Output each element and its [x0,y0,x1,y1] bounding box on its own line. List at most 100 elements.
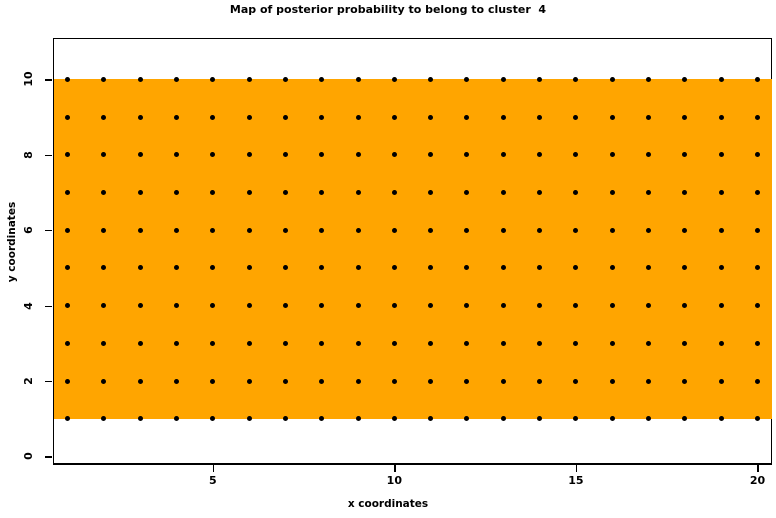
grid-point [246,303,252,309]
grid-point [573,190,579,196]
grid-point [173,190,179,196]
grid-point [754,303,760,309]
grid-point [500,378,506,384]
grid-point [646,378,652,384]
grid-point [464,378,470,384]
grid-point [246,378,252,384]
grid-point [500,227,506,233]
grid-point [682,340,688,346]
grid-point [428,303,434,309]
x-axis-tick-label: 10 [386,474,402,487]
grid-point [282,114,288,120]
grid-point [319,416,325,422]
grid-point [137,303,143,309]
grid-point [682,76,688,82]
grid-point [573,340,579,346]
grid-point [537,416,543,422]
grid-point [428,378,434,384]
cluster-region-fill [53,79,772,419]
grid-point [319,76,325,82]
y-axis-tick-label: 10 [22,71,35,88]
grid-point [101,378,107,384]
grid-point [391,227,397,233]
grid-point [137,190,143,196]
grid-point [754,114,760,120]
grid-point [319,114,325,120]
grid-point [210,76,216,82]
grid-point [137,416,143,422]
grid-point [754,340,760,346]
grid-point [718,265,724,271]
grid-point [173,303,179,309]
grid-point [500,416,506,422]
grid-point [246,416,252,422]
grid-point [537,76,543,82]
grid-point [246,76,252,82]
x-axis-line [53,464,772,466]
grid-point [210,114,216,120]
grid-point [246,190,252,196]
grid-point [391,114,397,120]
y-axis-tick-label: 8 [22,151,35,159]
grid-point [65,76,71,82]
x-axis-tick [394,465,396,472]
grid-point [573,303,579,309]
grid-point [101,265,107,271]
grid-point [718,303,724,309]
grid-point [173,378,179,384]
grid-point [609,416,615,422]
grid-point [355,265,361,271]
grid-point [428,114,434,120]
grid-point [173,152,179,158]
grid-point [609,340,615,346]
grid-point [609,227,615,233]
grid-point [754,265,760,271]
grid-point [500,340,506,346]
y-axis-tick [45,154,52,157]
grid-point [537,303,543,309]
grid-point [391,190,397,196]
grid-point [609,190,615,196]
grid-point [101,76,107,82]
grid-point [682,416,688,422]
grid-point [137,152,143,158]
grid-point [246,152,252,158]
grid-point [464,152,470,158]
grid-point [391,303,397,309]
grid-point [391,265,397,271]
x-axis-tick-label: 5 [208,474,217,487]
grid-point [101,416,107,422]
x-axis-tick [212,465,214,472]
grid-point [210,378,216,384]
grid-point [537,340,543,346]
y-axis-tick-label: 2 [22,377,35,385]
grid-point [754,227,760,233]
grid-point [500,190,506,196]
grid-point [65,190,71,196]
y-axis-tick [45,79,52,81]
grid-point [464,265,470,271]
grid-point [646,303,652,309]
grid-point [355,227,361,233]
grid-point [682,303,688,309]
grid-point [428,340,434,346]
grid-point [646,227,652,233]
grid-point [682,190,688,196]
grid-point [718,416,724,422]
x-axis-label: x coordinates [347,498,429,510]
grid-point [464,227,470,233]
grid-point [646,76,652,82]
y-axis-tick [45,230,52,232]
grid-point [355,76,361,82]
grid-point [65,303,71,309]
grid-point [355,340,361,346]
grid-point [464,76,470,82]
grid-point [754,152,760,158]
grid-point [718,340,724,346]
chart-title: Map of posterior probability to belong t… [229,3,547,16]
grid-point [210,152,216,158]
grid-point [646,190,652,196]
grid-point [537,378,543,384]
grid-point [137,227,143,233]
